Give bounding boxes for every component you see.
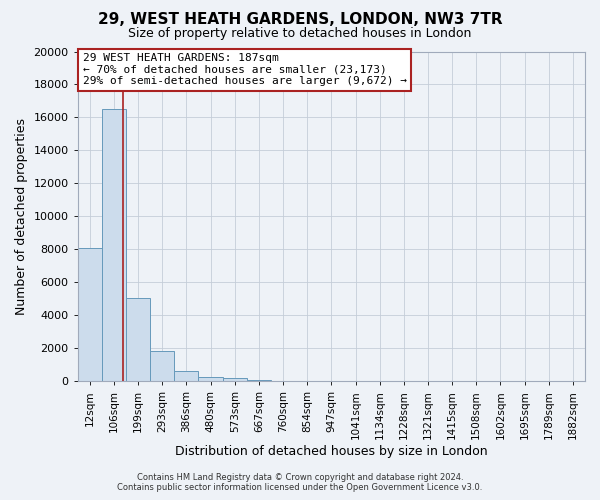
Bar bbox=[150, 352, 175, 381]
Text: 29, WEST HEATH GARDENS, LONDON, NW3 7TR: 29, WEST HEATH GARDENS, LONDON, NW3 7TR bbox=[98, 12, 502, 28]
Bar bbox=[223, 378, 247, 381]
Text: 29 WEST HEATH GARDENS: 187sqm
← 70% of detached houses are smaller (23,173)
29% : 29 WEST HEATH GARDENS: 187sqm ← 70% of d… bbox=[83, 53, 407, 86]
Bar bbox=[175, 371, 199, 381]
Y-axis label: Number of detached properties: Number of detached properties bbox=[15, 118, 28, 315]
Text: Contains HM Land Registry data © Crown copyright and database right 2024.
Contai: Contains HM Land Registry data © Crown c… bbox=[118, 473, 482, 492]
Bar bbox=[126, 298, 150, 381]
Bar bbox=[199, 377, 223, 381]
Bar bbox=[102, 109, 126, 381]
Bar bbox=[78, 248, 102, 381]
Text: Size of property relative to detached houses in London: Size of property relative to detached ho… bbox=[128, 28, 472, 40]
X-axis label: Distribution of detached houses by size in London: Distribution of detached houses by size … bbox=[175, 444, 488, 458]
Bar bbox=[247, 380, 271, 381]
